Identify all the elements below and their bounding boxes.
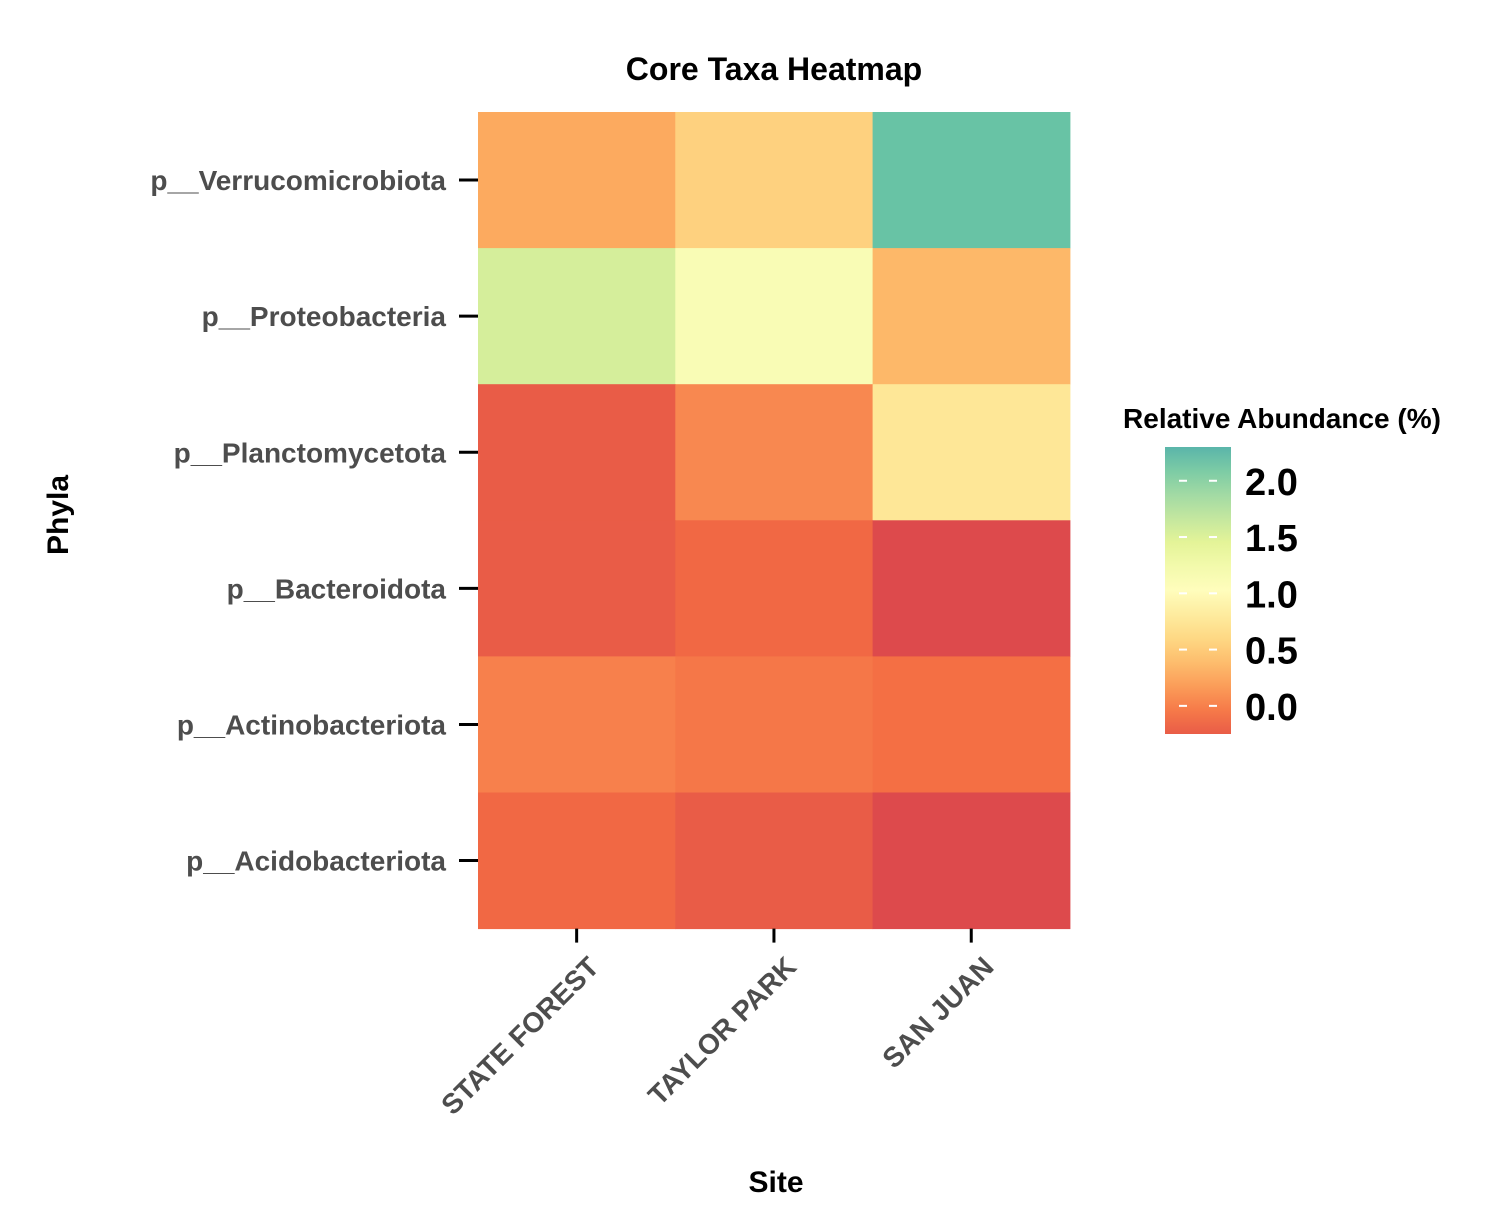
- heatmap-cell-p-actinobacteriota-taylor-park: [675, 656, 874, 793]
- heatmap-cell-p-bacteroidota-state-forest: [478, 520, 676, 657]
- heatmap-cell-p-verrucomicrobiota-state-forest: [478, 112, 676, 249]
- y-axis: p__Verrucomicrobiota p__Proteobacteria p__…: [150, 165, 478, 877]
- y-tick-label: p__Planctomycetota: [174, 437, 447, 468]
- heatmap-cell-p-acidobacteriota-state-forest: [478, 792, 676, 930]
- heatmap-cell-p-planctomycetota-taylor-park: [675, 384, 874, 521]
- legend-colorbar: [1165, 447, 1231, 734]
- heatmap-cell-p-verrucomicrobiota-san-juan: [872, 112, 1071, 249]
- x-tick-label: SAN JUAN: [876, 951, 999, 1074]
- y-tick-label: p__Proteobacteria: [202, 301, 447, 332]
- x-tick-label: STATE FOREST: [435, 951, 605, 1121]
- legend-tick-label: 0.5: [1245, 631, 1298, 673]
- legend-title: Relative Abundance (%): [1123, 403, 1441, 434]
- legend-tick-label: 1.0: [1245, 574, 1298, 616]
- y-tick-label: p__Actinobacteriota: [177, 709, 447, 740]
- heatmap-cell-p-proteobacteria-san-juan: [872, 248, 1071, 385]
- y-tick-label: p__Acidobacteriota: [186, 846, 446, 877]
- heatmap-cell-p-actinobacteriota-san-juan: [872, 656, 1071, 793]
- heatmap-cell-p-acidobacteriota-taylor-park: [675, 792, 874, 930]
- legend-tick-label: 0.0: [1245, 687, 1298, 729]
- x-axis-title: Site: [748, 1166, 803, 1199]
- x-axis: STATE FOREST TAYLOR PARK SAN JUAN: [435, 928, 999, 1121]
- y-tick-label: p__Verrucomicrobiota: [150, 165, 446, 196]
- heatmap-cell-p-bacteroidota-taylor-park: [675, 520, 874, 657]
- color-legend: 2.0 1.5 1.0 0.5 0.0: [1165, 447, 1298, 734]
- heatmap-cell-p-actinobacteriota-state-forest: [478, 656, 676, 793]
- heatmap-cell-p-planctomycetota-state-forest: [478, 384, 676, 521]
- chart-title: Core Taxa Heatmap: [626, 51, 922, 87]
- y-axis-title: Phyla: [42, 475, 75, 555]
- heatmap-cell-p-proteobacteria-taylor-park: [675, 248, 874, 385]
- y-tick-label: p__Bacteroidota: [227, 573, 447, 604]
- legend-tick-label: 2.0: [1245, 462, 1298, 504]
- heatmap-cell-p-bacteroidota-san-juan: [872, 520, 1071, 657]
- heatmap-cell-p-planctomycetota-san-juan: [872, 384, 1071, 521]
- heatmap-cell-p-acidobacteriota-san-juan: [872, 792, 1071, 930]
- x-tick-label: TAYLOR PARK: [642, 951, 802, 1111]
- legend-tick-label: 1.5: [1245, 518, 1298, 560]
- heatmap-cells: [478, 112, 1071, 930]
- heatmap-cell-p-verrucomicrobiota-taylor-park: [675, 112, 874, 249]
- heatmap-cell-p-proteobacteria-state-forest: [478, 248, 676, 385]
